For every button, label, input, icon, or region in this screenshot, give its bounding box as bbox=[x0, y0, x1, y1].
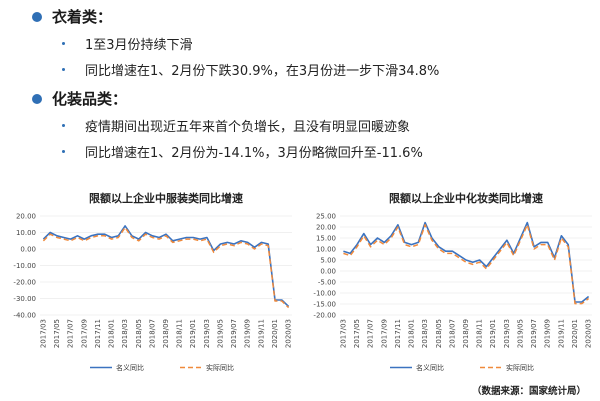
bullet-clothing-item-1-text: 1至3月份持续下滑 bbox=[85, 38, 193, 53]
y-tick-label: 0.00 bbox=[320, 268, 336, 276]
clothing-growth-chart: 限额以上企业中服装类同比增速 20.00 10.00 0.00 -10.00 -20.00… bbox=[0, 180, 300, 380]
x-tick-label: 2017/09 bbox=[80, 319, 88, 348]
bullet-clothing-title: 衣着类： bbox=[52, 8, 113, 26]
series-line-actual bbox=[42, 226, 290, 309]
y-tick-label: 20.00 bbox=[16, 213, 36, 221]
sub-bullet-dot-icon bbox=[62, 150, 65, 153]
x-tick-label: 2017/11 bbox=[394, 319, 402, 348]
x-tick-label: 2019/01 bbox=[189, 319, 197, 348]
bullet-cosmetics: 化装品类： bbox=[32, 88, 127, 109]
x-tick-label: 2018/07 bbox=[148, 319, 156, 348]
y-tick-label: -5.00 bbox=[318, 279, 336, 287]
bullet-cosmetics-item-1-text: 疫情期间出现近五年来首个负增长，且没有明显回暖迹象 bbox=[85, 120, 411, 135]
x-tick-label: 2018/11 bbox=[176, 319, 184, 348]
y-tick-label: 15.00 bbox=[316, 235, 336, 243]
x-tick-label: 2019/05 bbox=[516, 319, 524, 348]
chart-title: 限额以上企业中化妆类同比增速 bbox=[389, 191, 543, 205]
x-tick-label: 2017/05 bbox=[53, 319, 61, 348]
sub-bullet-dot-icon bbox=[62, 124, 65, 127]
bullet-clothing-item-1: 1至3月份持续下滑 bbox=[62, 34, 193, 53]
bullet-dot-icon bbox=[32, 93, 42, 104]
x-tick-label: 2018/01 bbox=[108, 319, 116, 348]
legend-label: 名义同比 bbox=[416, 363, 444, 372]
x-tick-label: 2020/01 bbox=[271, 319, 279, 348]
x-tick-label: 2018/05 bbox=[135, 319, 143, 348]
x-tick-label: 2019/07 bbox=[230, 319, 238, 348]
data-source-note: （数据来源：国家统计局） bbox=[471, 386, 586, 397]
bullet-section: 衣着类： 1至3月份持续下滑 同比增速在1、2月份下跌30.9%，在3月份进一步… bbox=[0, 0, 600, 170]
x-tick-label: 2017/05 bbox=[353, 319, 361, 348]
x-tick-label: 2017/09 bbox=[380, 319, 388, 348]
x-tick-label: 2018/07 bbox=[448, 319, 456, 348]
cosmetics-growth-chart: 限额以上企业中化妆类同比增速 25.00 20.00 15.00 10.00 5.00 0.… bbox=[300, 180, 600, 380]
legend-label: 实际同比 bbox=[506, 363, 534, 372]
x-tick-label: 2018/03 bbox=[121, 319, 129, 348]
x-tick-label: 2017/07 bbox=[367, 319, 375, 348]
bullet-clothing-item-2: 同比增速在1、2月份下跌30.9%，在3月份进一步下滑34.8% bbox=[62, 60, 439, 79]
y-tick-label: -40.00 bbox=[13, 312, 36, 320]
x-tick-label: 2019/03 bbox=[203, 319, 211, 348]
x-tick-label: 2017/11 bbox=[94, 319, 102, 348]
y-tick-label: -10.00 bbox=[313, 290, 336, 298]
bullet-cosmetics-item-1: 疫情期间出现近五年来首个负增长，且没有明显回暖迹象 bbox=[62, 116, 410, 135]
x-tick-label: 2019/03 bbox=[503, 319, 511, 348]
series-line-nominal bbox=[343, 221, 590, 303]
legend-label: 实际同比 bbox=[206, 363, 234, 372]
legend-label: 名义同比 bbox=[116, 363, 144, 372]
x-tick-label: 2020/01 bbox=[571, 319, 579, 348]
y-tick-label: -20.00 bbox=[313, 312, 336, 320]
y-tick-label: 0.00 bbox=[20, 246, 36, 254]
bullet-cosmetics-title: 化装品类： bbox=[52, 90, 128, 108]
x-tick-label: 2017/03 bbox=[339, 319, 347, 348]
x-tick-label: 2018/09 bbox=[462, 319, 470, 348]
y-tick-label: 5.00 bbox=[320, 257, 336, 265]
x-tick-label: 2019/09 bbox=[544, 319, 552, 348]
x-tick-label: 2019/05 bbox=[216, 319, 224, 348]
x-tick-label: 2018/05 bbox=[435, 319, 443, 348]
sub-bullet-dot-icon bbox=[62, 68, 65, 71]
y-tick-label: 25.00 bbox=[316, 213, 336, 221]
x-tick-label: 2018/01 bbox=[408, 319, 416, 348]
x-tick-label: 2019/07 bbox=[530, 319, 538, 348]
y-tick-label: -15.00 bbox=[313, 301, 336, 309]
x-tick-label: 2019/09 bbox=[244, 319, 252, 348]
y-tick-label: -10.00 bbox=[13, 262, 36, 270]
y-tick-label: -30.00 bbox=[13, 295, 36, 303]
bullet-clothing: 衣着类： bbox=[32, 6, 112, 27]
bullet-dot-icon bbox=[32, 11, 42, 22]
x-tick-label: 2019/11 bbox=[257, 319, 265, 348]
chart-svg: 限额以上企业中化妆类同比增速 25.00 20.00 15.00 10.00 5.00 0.… bbox=[313, 191, 593, 372]
y-tick-label: 10.00 bbox=[16, 229, 36, 237]
y-tick-label: 10.00 bbox=[316, 246, 336, 254]
series-line-actual bbox=[343, 224, 590, 305]
x-tick-label: 2017/07 bbox=[67, 319, 75, 348]
x-tick-label: 2017/03 bbox=[39, 319, 47, 348]
y-tick-label: 20.00 bbox=[316, 224, 336, 232]
bullet-cosmetics-item-2: 同比增速在1、2月份为-14.1%，3月份略微回升至-11.6% bbox=[62, 142, 423, 161]
y-tick-label: -20.00 bbox=[13, 279, 36, 287]
x-tick-label: 2020/03 bbox=[585, 319, 593, 348]
chart-svg: 限额以上企业中服装类同比增速 20.00 10.00 0.00 -10.00 -20.00… bbox=[13, 191, 293, 372]
x-tick-label: 2018/09 bbox=[162, 319, 170, 348]
bullet-clothing-item-2-text: 同比增速在1、2月份下跌30.9%，在3月份进一步下滑34.8% bbox=[85, 64, 440, 79]
x-tick-label: 2019/01 bbox=[489, 319, 497, 348]
sub-bullet-dot-icon bbox=[62, 42, 65, 45]
x-tick-label: 2019/11 bbox=[557, 319, 565, 348]
chart-title: 限额以上企业中服装类同比增速 bbox=[89, 191, 243, 205]
bullet-cosmetics-item-2-text: 同比增速在1、2月份为-14.1%，3月份略微回升至-11.6% bbox=[85, 146, 423, 161]
x-tick-label: 2018/11 bbox=[476, 319, 484, 348]
series-line-nominal bbox=[42, 225, 290, 307]
x-tick-label: 2018/03 bbox=[421, 319, 429, 348]
x-tick-label: 2020/03 bbox=[285, 319, 293, 348]
